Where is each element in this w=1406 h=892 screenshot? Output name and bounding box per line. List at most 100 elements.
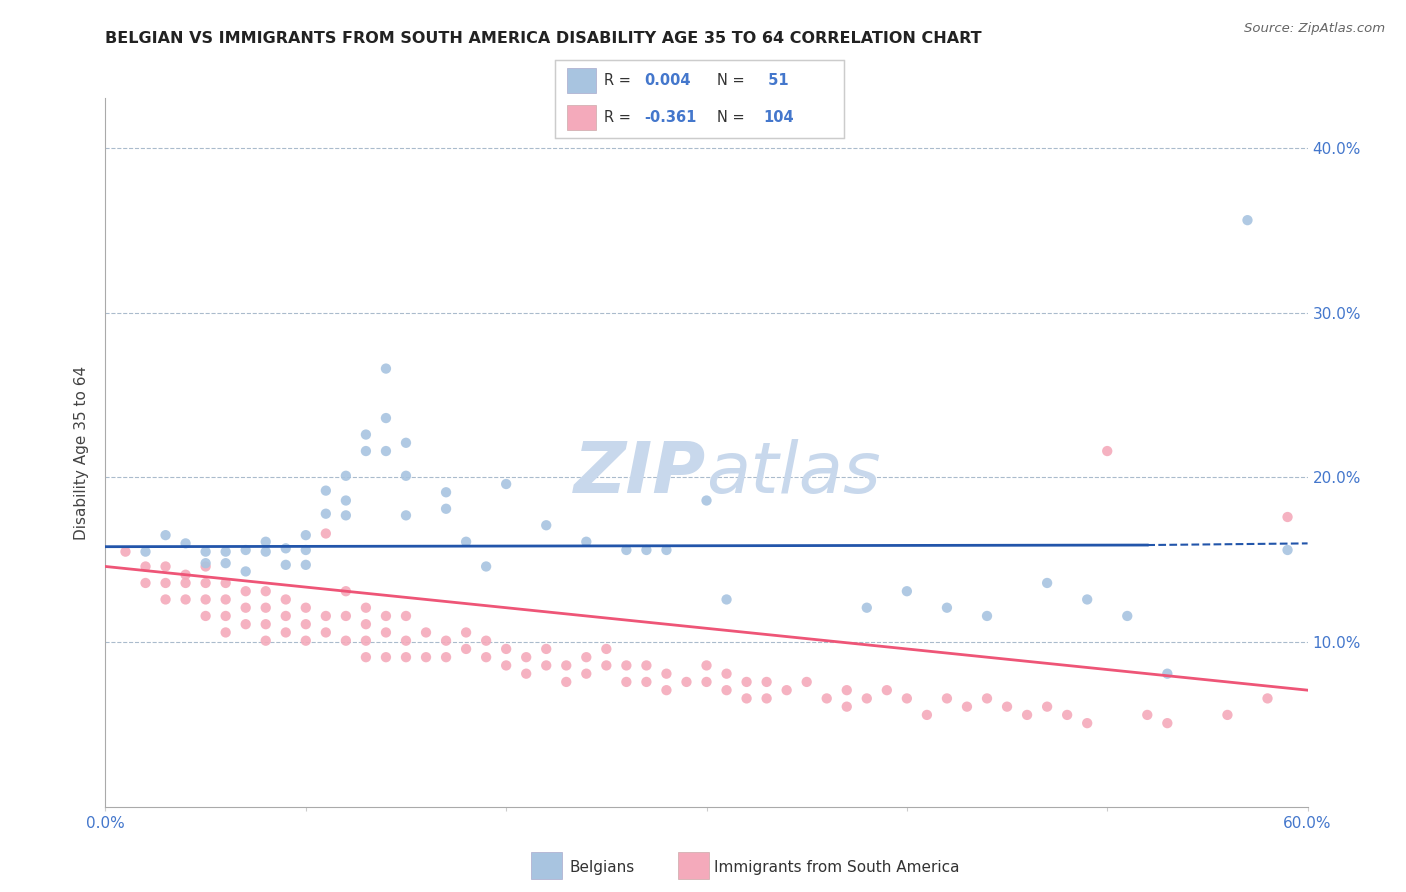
Point [135, 559, 157, 574]
Text: BELGIAN VS IMMIGRANTS FROM SOUTH AMERICA DISABILITY AGE 35 TO 64 CORRELATION CHA: BELGIAN VS IMMIGRANTS FROM SOUTH AMERICA… [105, 31, 981, 46]
Point [555, 674, 578, 689]
Point [235, 617, 257, 632]
Point [295, 617, 318, 632]
Point [555, 658, 578, 673]
Text: R =: R = [605, 111, 636, 126]
Point [1136, 707, 1159, 722]
Point [855, 600, 877, 615]
Point [214, 556, 236, 570]
Point [194, 544, 217, 558]
Point [575, 666, 598, 681]
Text: R =: R = [605, 72, 636, 87]
Point [254, 534, 277, 549]
Point [655, 543, 678, 558]
Point [675, 674, 697, 689]
Text: -0.361: -0.361 [645, 111, 697, 126]
Point [194, 576, 217, 591]
Point [915, 707, 938, 722]
Point [354, 633, 377, 648]
Point [155, 592, 177, 607]
Point [475, 633, 498, 648]
Text: 0.004: 0.004 [645, 72, 692, 87]
Point [174, 592, 197, 607]
Point [374, 444, 398, 458]
Point [354, 650, 377, 665]
Point [335, 493, 357, 508]
Point [1216, 707, 1239, 722]
Point [735, 674, 758, 689]
Point [876, 683, 898, 698]
Point [1076, 592, 1098, 607]
Point [655, 666, 678, 681]
Point [315, 507, 337, 521]
Point [434, 650, 457, 665]
Point [254, 584, 277, 599]
Point [135, 544, 157, 558]
Point [194, 609, 217, 624]
Point [616, 674, 638, 689]
Point [636, 674, 658, 689]
Point [374, 411, 398, 425]
Point [976, 691, 998, 706]
Point [155, 559, 177, 574]
Point [374, 650, 398, 665]
Point [254, 600, 277, 615]
Text: N =: N = [717, 72, 749, 87]
Point [194, 592, 217, 607]
Point [1257, 691, 1279, 706]
Point [855, 691, 877, 706]
Point [354, 617, 377, 632]
Point [696, 674, 718, 689]
Point [295, 600, 318, 615]
Point [214, 544, 236, 558]
Point [254, 544, 277, 558]
Point [295, 543, 318, 558]
Point [936, 691, 959, 706]
Point [534, 658, 557, 673]
Point [534, 642, 557, 657]
Point [1116, 609, 1139, 624]
Point [434, 633, 457, 648]
Point [395, 650, 418, 665]
Point [295, 528, 318, 542]
Point [315, 609, 337, 624]
Point [415, 650, 437, 665]
Point [1156, 716, 1178, 731]
Point [1277, 510, 1299, 524]
Point [896, 691, 918, 706]
Point [454, 534, 477, 549]
Point [295, 633, 318, 648]
Point [1277, 543, 1299, 558]
Point [454, 642, 477, 657]
Text: Immigrants from South America: Immigrants from South America [714, 860, 960, 874]
Point [815, 691, 838, 706]
Point [534, 518, 557, 533]
Bar [567, 105, 596, 130]
Point [254, 633, 277, 648]
Point [174, 536, 197, 550]
Point [1017, 707, 1039, 722]
Point [1097, 444, 1119, 458]
Point [235, 600, 257, 615]
Point [696, 658, 718, 673]
Point [1236, 213, 1258, 227]
Point [335, 609, 357, 624]
Point [595, 658, 617, 673]
Point [515, 666, 537, 681]
Point [995, 699, 1018, 714]
Y-axis label: Disability Age 35 to 64: Disability Age 35 to 64 [75, 366, 90, 540]
Point [354, 427, 377, 442]
Point [335, 584, 357, 599]
Point [495, 642, 517, 657]
Point [796, 674, 818, 689]
Point [395, 633, 418, 648]
Point [495, 658, 517, 673]
Point [354, 444, 377, 458]
Point [254, 617, 277, 632]
Point [235, 584, 257, 599]
Point [335, 633, 357, 648]
Point [194, 556, 217, 570]
Text: N =: N = [717, 111, 749, 126]
Point [214, 592, 236, 607]
Point [1036, 576, 1059, 591]
